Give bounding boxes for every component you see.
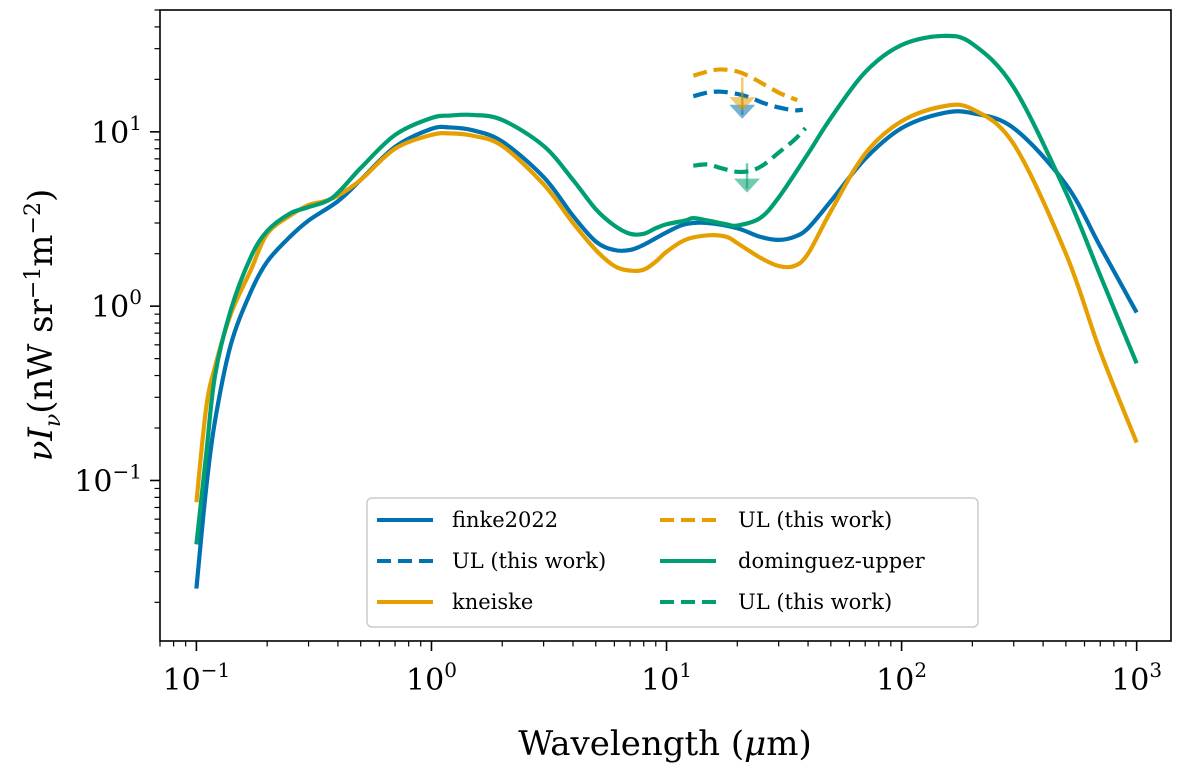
series-line-dominguez-upper-4 [194,33,1139,545]
legend-label-kneiske-ul: UL (this work) [738,508,892,532]
x-tick-label: 101 [641,658,692,698]
x-axis-title: Wavelength (μm) [518,724,812,764]
y-axis-title: νIν(nW sr−1m−2) [21,189,66,462]
x-tick-label: 10−1 [163,658,231,698]
plot-frame [159,9,1172,642]
legend-label-kneiske: kneiske [452,590,533,614]
y-tick-label: 100 [91,285,142,325]
y-axis-title-nu: ν [21,441,61,462]
y-axis-title-I: I [21,427,61,442]
legend-label-finke2022-ul: UL (this work) [452,549,606,573]
y-axis-title-open: (nW sr [21,298,61,413]
legend-label-dominguez-ul: UL (this work) [738,590,892,614]
upper-limit-arrow-head-1 [729,97,756,112]
upper-limit-arrow-head-0 [729,104,756,119]
tick-layer: 10−1 100 101 102 103 10−1 100 101 [74,9,1162,698]
upper-limit-arrow-head-2 [734,178,761,193]
x-tick-label: 103 [1111,658,1162,698]
y-axis-title-exp1: −1 [21,267,46,299]
x-axis-title-unit: m) [766,724,812,764]
y-axis-title-sub: ν [41,414,66,427]
x-tick-label: 102 [876,658,927,698]
series-layer [194,33,1139,589]
y-tick-label: 10−1 [74,459,142,499]
series-line-ul-this-work-5 [693,126,808,175]
y-axis-title-m: m [21,234,61,266]
series-line-finke2022-0 [194,109,1139,589]
x-axis-title-text: Wavelength ( [518,724,744,764]
legend: finke2022 UL (this work) kneiske UL (thi… [366,497,979,628]
legend-label-finke2022: finke2022 [452,508,558,532]
upper-limit-arrows [729,77,761,193]
x-axis-title-mu: μ [744,724,766,764]
y-tick-label: 101 [91,111,142,151]
y-axis-title-close: ) [21,189,61,202]
y-axis-title-exp2: −2 [21,202,46,234]
x-tick-label: 100 [406,658,457,698]
legend-label-dominguez-upper: dominguez-upper [738,549,926,573]
